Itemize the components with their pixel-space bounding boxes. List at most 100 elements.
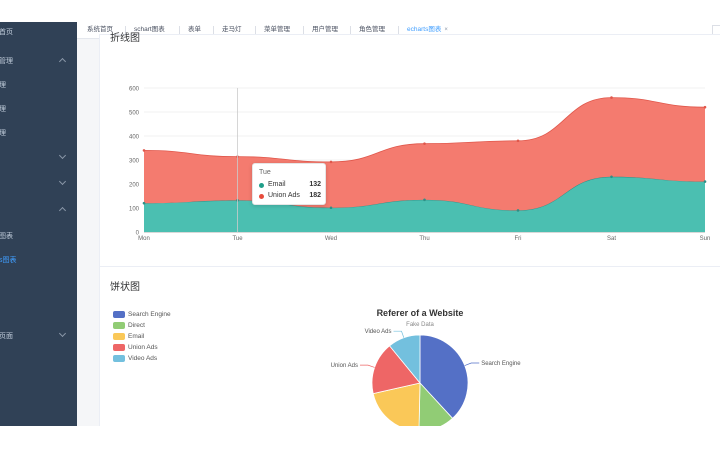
sidebar-item-label: 页面 [0, 333, 13, 340]
legend-item[interactable]: Direct [113, 320, 171, 331]
y-tick-label: 0 [136, 231, 140, 237]
data-point[interactable] [610, 175, 613, 179]
pie-slice[interactable] [371, 345, 421, 395]
pie-slice[interactable] [419, 334, 469, 419]
sidebar-item[interactable]: s图表 [0, 253, 77, 269]
chevron-down-icon [58, 329, 67, 338]
chevron-up-icon [58, 206, 67, 215]
pie-slice[interactable] [372, 382, 421, 426]
legend-item[interactable]: Search Engine [113, 309, 171, 320]
y-tick-label: 500 [129, 111, 140, 117]
sidebar-item[interactable]: 图表 [0, 229, 77, 245]
data-point[interactable] [703, 105, 707, 109]
data-point[interactable] [516, 209, 520, 212]
y-tick-label: 600 [129, 87, 140, 93]
legend-label: Union Ads [128, 344, 158, 351]
legend-label: Search Engine [128, 311, 171, 318]
tab[interactable]: 角色管理 [359, 22, 385, 38]
legend-item[interactable]: Video Ads [113, 353, 171, 364]
data-point[interactable] [329, 206, 333, 210]
tab[interactable]: 表单 [188, 22, 201, 38]
chart-tooltip: Tue Email 132 Union Ads 182 [252, 163, 326, 205]
tab[interactable]: echarts图表 × [407, 22, 448, 38]
tab[interactable]: 系统首页 [87, 22, 113, 38]
sidebar-item-label: 图表 [0, 233, 13, 240]
tab[interactable]: 用户管理 [312, 22, 338, 38]
legend-swatch-icon [113, 332, 125, 340]
data-point[interactable] [610, 96, 613, 99]
tooltip-row-value: 182 [309, 192, 321, 199]
data-point[interactable] [703, 180, 707, 183]
data-point[interactable] [423, 142, 426, 145]
tooltip-row: Union Ads 182 [259, 191, 321, 201]
pie-label-line [393, 330, 405, 338]
chevron-down-icon [58, 177, 67, 186]
tab-label: schart图表 [134, 26, 165, 33]
tab[interactable]: 菜单管理 [264, 22, 290, 38]
pie-chart-card: 饼状图 Search Engine Direct Email Union Ads Vid… [99, 266, 720, 426]
pie-label-line [359, 364, 375, 368]
data-point[interactable] [423, 198, 426, 202]
tab-divider [303, 26, 304, 34]
legend-swatch-icon [113, 321, 125, 329]
sidebar-item-label: 首页 [0, 29, 13, 36]
sidebar-item-label: s图表 [0, 257, 17, 264]
area-series-email[interactable] [144, 176, 705, 232]
pie-subtitle: Fake Data [406, 322, 434, 328]
sidebar-item[interactable] [0, 151, 77, 167]
window-bottom-strip [0, 426, 720, 450]
y-tick-label: 300 [129, 159, 140, 165]
sidebar-item[interactable]: 理 [0, 78, 77, 94]
legend-swatch-icon [113, 354, 125, 362]
sidebar-item[interactable] [0, 177, 77, 193]
pie-slice-label: Union Ads [331, 363, 358, 369]
tab-divider [125, 26, 126, 34]
chevron-down-icon [58, 151, 67, 160]
tab[interactable]: 走马灯 [222, 22, 242, 38]
y-tick-label: 400 [129, 135, 140, 141]
x-tick-label: Thu [419, 236, 429, 242]
sidebar-item[interactable]: 理 [0, 126, 77, 142]
sidebar-item-label: 理 [0, 106, 6, 113]
legend-swatch-icon [113, 310, 125, 318]
sidebar-item[interactable]: 页面 [0, 329, 77, 345]
tab-label: 走马灯 [222, 26, 242, 33]
pie-slice-label: Search Engine [481, 361, 521, 367]
pie-slice[interactable] [389, 334, 421, 385]
tab-divider [350, 26, 351, 34]
data-point[interactable] [516, 139, 520, 143]
window-top-strip [0, 0, 720, 22]
line-chart-title: 折线图 [110, 33, 140, 44]
data-point[interactable] [329, 160, 333, 164]
data-point[interactable] [142, 201, 146, 205]
sidebar-item[interactable]: 理 [0, 102, 77, 118]
pie-slice-label: Video Ads [365, 329, 392, 335]
line-chart: 0 100 200 300 400 500 600 Mon Tue Wed Thu Fri Sat Sun [129, 87, 710, 243]
legend-label: Email [128, 333, 145, 340]
legend-item[interactable]: Union Ads [113, 342, 171, 353]
sidebar-item[interactable] [0, 203, 77, 219]
line-chart-card: 折线图 0 100 200 300 400 500 600 Mon Tue Wed Thu Fri Sa… [99, 33, 720, 269]
x-tick-label: Tue [232, 236, 243, 242]
close-icon[interactable]: × [444, 27, 448, 33]
x-tick-label: Sat [607, 236, 616, 242]
sidebar-item[interactable]: 首页 [0, 25, 77, 41]
legend-item[interactable]: Email [113, 331, 171, 342]
tab-label: 系统首页 [87, 26, 113, 33]
sidebar-item-label: 理 [0, 130, 6, 137]
tooltip-row-name: Email [268, 181, 286, 188]
tab-label: echarts图表 [407, 26, 442, 33]
data-point[interactable] [142, 149, 146, 152]
legend-swatch-icon [113, 343, 125, 351]
tooltip-row: Email 132 [259, 180, 321, 190]
tab[interactable]: schart图表 [134, 22, 165, 38]
tooltip-row-name: Union Ads [268, 192, 300, 199]
pie-slice[interactable] [418, 381, 454, 426]
sidebar-item[interactable]: 管理 [0, 54, 77, 70]
tab-label: 角色管理 [359, 26, 385, 33]
email-dot-icon [259, 183, 264, 188]
x-tick-label: Fri [515, 236, 522, 242]
tooltip-title: Tue [259, 169, 271, 176]
y-tick-label: 200 [129, 183, 140, 189]
pie-chart: Referer of a Website Fake Data Search Engi… [331, 308, 521, 426]
